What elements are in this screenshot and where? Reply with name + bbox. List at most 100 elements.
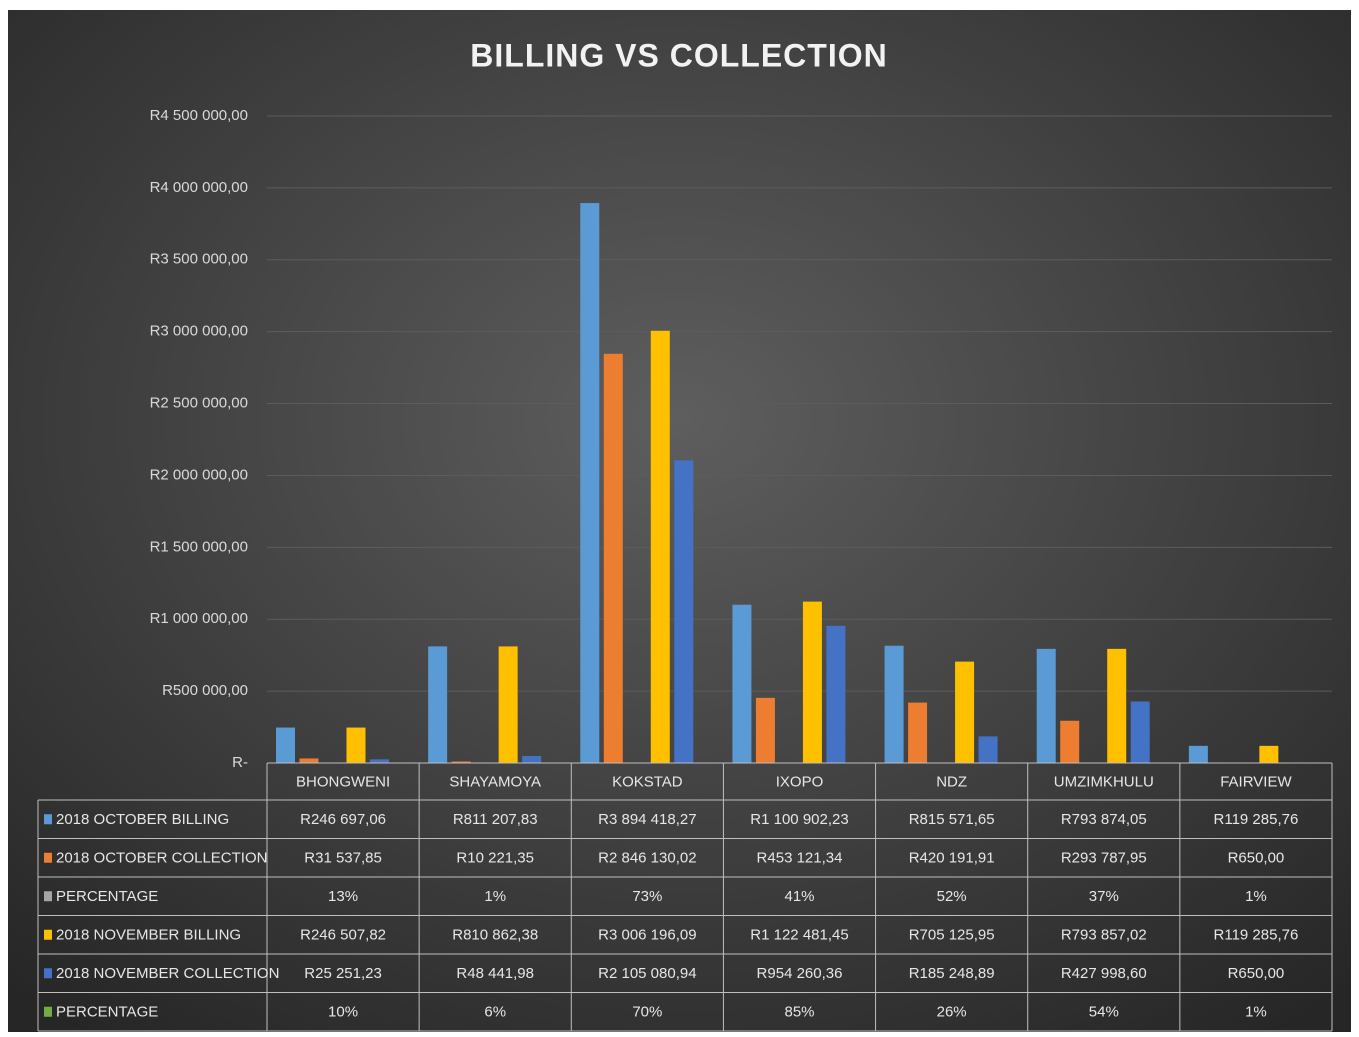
table-value: R650,00 (1228, 850, 1285, 867)
table-value: R815 571,65 (909, 811, 995, 828)
table-value: R1 100 902,23 (750, 811, 848, 828)
table-value: R25 251,23 (304, 965, 382, 982)
table-value: 37% (1089, 888, 1119, 905)
bar (1060, 720, 1080, 763)
x-tick-label: IXOPO (776, 773, 824, 790)
table-value: R246 507,82 (300, 927, 386, 944)
bar (370, 759, 389, 763)
y-tick-label: R4 000 000,00 (150, 179, 248, 196)
x-tick-label: SHAYAMOYA (449, 773, 541, 790)
bar (580, 203, 600, 763)
table-value: R119 285,76 (1214, 927, 1299, 944)
legend-swatch (44, 929, 52, 940)
table-value: R2 846 130,02 (598, 850, 696, 867)
table-value: 54% (1089, 1004, 1119, 1021)
y-tick-label: R- (232, 754, 248, 771)
table-value: 1% (1245, 888, 1267, 905)
legend-swatch (44, 852, 52, 863)
bar (908, 702, 928, 763)
bar (802, 601, 822, 763)
y-tick-label: R500 000,00 (162, 682, 248, 699)
y-tick-label: R3 000 000,00 (150, 323, 248, 340)
bar (1188, 745, 1208, 763)
table-value: R3 006 196,09 (598, 927, 696, 944)
bar (826, 625, 846, 763)
table-value: 13% (328, 888, 358, 905)
table-value: R119 285,76 (1214, 811, 1299, 828)
table-value: R293 787,95 (1061, 850, 1147, 867)
table-value: R420 191,91 (909, 850, 995, 867)
table-value: R705 125,95 (909, 927, 995, 944)
legend-label: 2018 NOVEMBER COLLECTION (56, 965, 279, 982)
table-value: R453 121,34 (757, 850, 843, 867)
table-value: R246 697,06 (300, 811, 386, 828)
legend-label: 2018 NOVEMBER BILLING (56, 927, 241, 944)
bar (955, 661, 975, 763)
bar (1130, 701, 1150, 763)
table-value: R48 441,98 (456, 965, 534, 982)
legend-swatch (44, 814, 52, 825)
bar (276, 727, 295, 763)
legend-swatch (44, 968, 52, 979)
table-value: 1% (1245, 1004, 1267, 1021)
table-value: R427 998,60 (1061, 965, 1147, 982)
legend-swatch (44, 891, 52, 902)
bar (650, 330, 670, 763)
bar (522, 756, 542, 763)
y-tick-label: R3 500 000,00 (150, 251, 248, 268)
y-tick-label: R4 500 000,00 (150, 107, 248, 124)
table-value: R793 857,02 (1061, 927, 1147, 944)
table-value: R1 122 481,45 (750, 927, 848, 944)
table-value: 70% (632, 1004, 662, 1021)
table-value: R793 874,05 (1061, 811, 1147, 828)
legend-label: 2018 OCTOBER BILLING (56, 811, 229, 828)
x-tick-label: UMZIMKHULU (1054, 773, 1154, 790)
bar (346, 727, 366, 763)
table-value: 85% (784, 1004, 814, 1021)
legend-label: PERCENTAGE (56, 1004, 158, 1021)
y-tick-label: R1 000 000,00 (150, 610, 248, 627)
y-tick-label: R1 500 000,00 (150, 538, 248, 555)
bar (1107, 648, 1127, 763)
bar (498, 646, 518, 763)
bar (1259, 745, 1279, 763)
table-value: 26% (937, 1004, 967, 1021)
bar (451, 761, 471, 763)
table-value: R31 537,85 (304, 850, 382, 867)
table-value: R3 894 418,27 (598, 811, 696, 828)
chart-title: BILLING VS COLLECTION (470, 37, 887, 73)
x-tick-label: NDZ (936, 773, 967, 790)
table-value: R811 207,83 (453, 811, 538, 828)
table-value: R810 862,38 (452, 927, 538, 944)
legend-label: PERCENTAGE (56, 888, 158, 905)
table-value: R954 260,36 (757, 965, 843, 982)
table-value: 1% (484, 888, 506, 905)
table-value: R185 248,89 (909, 965, 995, 982)
table-value: R2 105 080,94 (598, 965, 696, 982)
legend-swatch (44, 1006, 52, 1017)
bar (428, 646, 448, 763)
table-value: R10 221,35 (456, 850, 534, 867)
table-value: 73% (632, 888, 662, 905)
legend-label: 2018 OCTOBER COLLECTION (56, 850, 267, 867)
table-value: R650,00 (1228, 965, 1285, 982)
bar (884, 645, 904, 763)
bar (299, 758, 319, 763)
x-tick-label: BHONGWENI (296, 773, 390, 790)
y-tick-label: R2 000 000,00 (150, 466, 248, 483)
table-value: 41% (784, 888, 814, 905)
x-tick-label: FAIRVIEW (1220, 773, 1292, 790)
table-value: 6% (484, 1004, 506, 1021)
bar (1036, 648, 1056, 763)
table-value: 10% (328, 1004, 358, 1021)
table-value: 52% (937, 888, 967, 905)
y-tick-label: R2 500 000,00 (150, 395, 248, 412)
bar (603, 353, 623, 763)
bar (732, 604, 752, 763)
bar (978, 736, 998, 763)
bar (674, 460, 694, 763)
bar (755, 697, 775, 763)
x-tick-label: KOKSTAD (612, 773, 683, 790)
